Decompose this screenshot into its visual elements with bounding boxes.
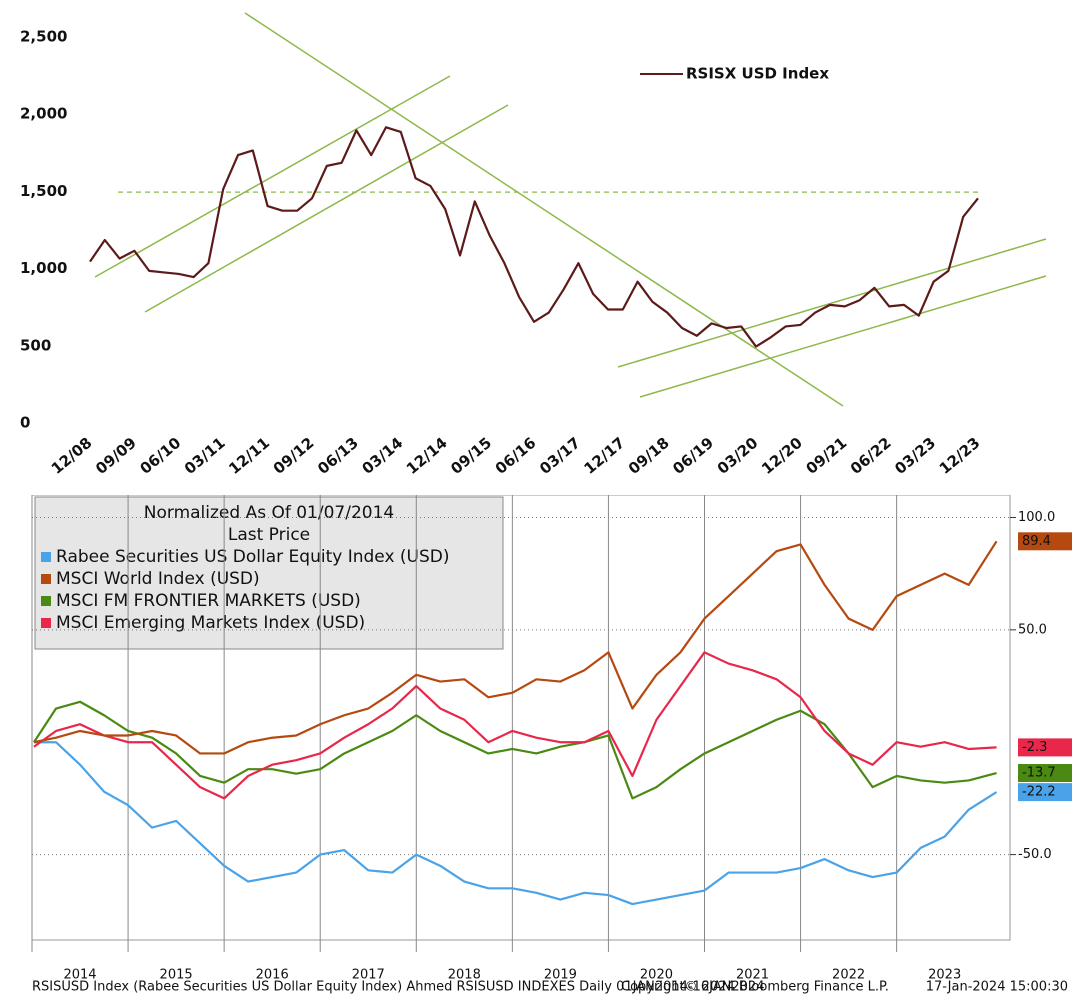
legend-label: MSCI World Index (USD) [56, 569, 260, 589]
x-tick-label: 09/15 [447, 434, 495, 478]
legend: Normalized As Of 01/07/2014 Last Price R… [34, 496, 504, 650]
last-value-label: -13.7 [1022, 766, 1056, 781]
y-tick-label: 0 [20, 414, 30, 432]
y-tick-label: 500 [20, 336, 51, 354]
x-tick-label: 2014 [63, 968, 96, 983]
x-tick-label: 12/11 [225, 434, 273, 478]
series-line [33, 741, 998, 906]
last-value-tag [1018, 783, 1072, 802]
x-tick-label: 2022 [832, 968, 865, 983]
y-tick-label: 2,500 [20, 28, 67, 46]
x-tick-label: 03/14 [359, 434, 407, 478]
trend-line [244, 12, 844, 407]
legend-swatch [41, 596, 51, 606]
bottom-chart: Normalized As Of 01/07/2014 Last Price R… [31, 495, 1072, 995]
last-value-label: -22.2 [1022, 785, 1056, 800]
y-tick-label: 50.0 [1018, 622, 1047, 637]
x-tick-label: 2020 [640, 968, 673, 983]
x-tick-label: 09/18 [625, 434, 673, 478]
trend-line [94, 75, 451, 278]
x-tick-label: 06/16 [492, 434, 540, 478]
last-value-tag [1018, 764, 1072, 783]
x-tick-label: 2017 [352, 968, 385, 983]
x-tick-label: 2019 [544, 968, 577, 983]
series-line [33, 651, 997, 800]
x-tick-label: 2021 [736, 968, 769, 983]
x-tick-label: 09/12 [270, 434, 318, 478]
x-tick-label: 06/19 [669, 434, 717, 478]
legend-label: MSCI Emerging Markets Index (USD) [56, 613, 365, 633]
legend-swatch [41, 574, 51, 584]
x-tick-label: 12/20 [758, 434, 806, 478]
top-chart: RSISX USD Index 0 500 1,000 1,500 2,000 2,500… [20, 12, 1047, 478]
x-tick-label: 2018 [448, 968, 481, 983]
x-tick-label: 06/13 [314, 434, 362, 478]
footer-right: 17-Jan-2024 15:00:30 [926, 980, 1068, 995]
legend-subtitle: Last Price [228, 525, 310, 545]
x-tick-label: 03/11 [181, 434, 229, 478]
x-tick-label: 09/09 [92, 434, 140, 478]
x-tick-label: 2016 [256, 968, 289, 983]
last-value-tag [1018, 532, 1072, 551]
x-tick-label: 2015 [160, 968, 193, 983]
x-tick-label: 06/10 [137, 434, 185, 478]
y-tick-label: 1,500 [20, 182, 67, 200]
footer-center: Copyright© 2024 Bloomberg Finance L.P. [621, 980, 889, 995]
legend-swatch [41, 552, 51, 562]
trend-line [144, 104, 509, 313]
footer-left: RSISUSD Index (Rabee Securities US Dolla… [32, 980, 765, 995]
series-line [33, 700, 997, 800]
x-tick-label: 09/21 [803, 434, 851, 478]
y-tick-label: 2,000 [20, 105, 67, 123]
price-line [89, 126, 979, 348]
legend-swatch [41, 618, 51, 628]
x-tick-label: 12/17 [581, 434, 629, 478]
x-tick-label: 06/22 [847, 434, 895, 478]
trend-line [617, 238, 1047, 368]
x-tick-label: 12/08 [48, 434, 96, 478]
series-line [33, 540, 998, 755]
x-tick-label: 03/17 [536, 434, 584, 478]
y-tick-label: 1,000 [20, 259, 67, 277]
y-tick-label: 100.0 [1018, 510, 1055, 525]
x-tick-label: 2023 [928, 968, 961, 983]
last-value-label: -2.3 [1022, 740, 1047, 755]
legend-box [34, 496, 504, 650]
last-value-label: 89.4 [1022, 534, 1051, 549]
x-tick-label: 03/23 [891, 434, 939, 478]
y-tick-label: -50.0 [1018, 847, 1052, 862]
x-tick-label: 03/20 [714, 434, 762, 478]
trend-lines [94, 12, 1047, 407]
legend-label: RSISX USD Index [686, 65, 829, 83]
last-value-tag [1018, 738, 1072, 757]
legend-title: Normalized As Of 01/07/2014 [144, 503, 394, 523]
trend-line [639, 275, 1047, 398]
x-tick-label: 12/14 [403, 434, 451, 478]
legend-label: MSCI FM FRONTIER MARKETS (USD) [56, 591, 361, 611]
x-tick-label: 12/23 [936, 434, 984, 478]
legend-label: Rabee Securities US Dollar Equity Index … [56, 547, 450, 567]
